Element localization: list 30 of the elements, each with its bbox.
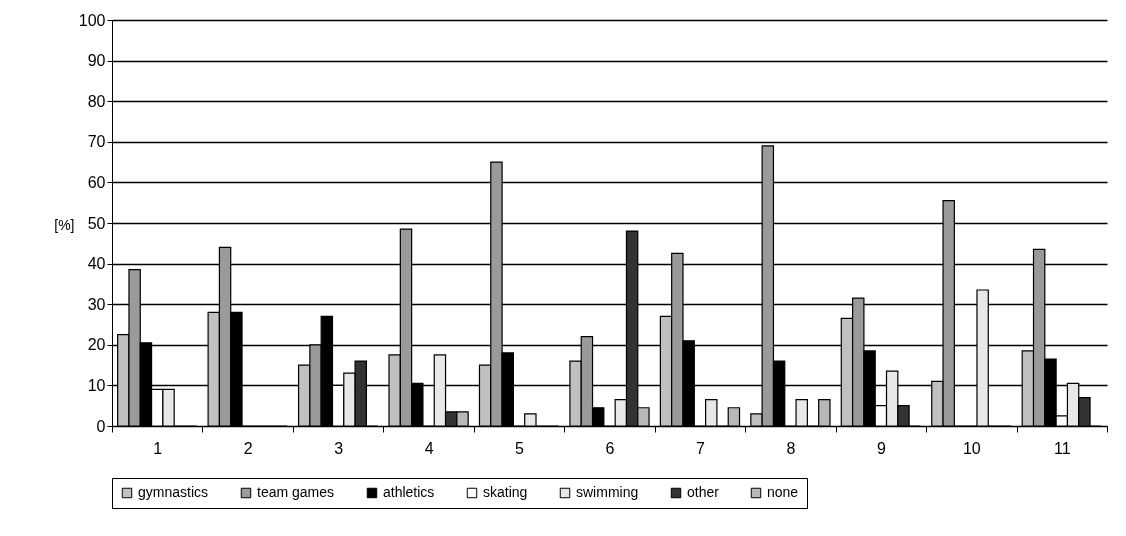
- x-tick-label: 11: [1053, 439, 1071, 457]
- legend-label: athletics: [383, 484, 435, 500]
- legend-label: gymnastics: [138, 484, 209, 500]
- legend-label: skating: [483, 484, 528, 500]
- x-tick-label: 7: [696, 439, 705, 457]
- x-tick-label: 9: [876, 439, 886, 457]
- y-tick-label: 20: [87, 336, 106, 354]
- y-tick-label: 10: [87, 376, 106, 394]
- y-tick-label: 40: [87, 255, 106, 273]
- y-tick-label: 80: [87, 92, 106, 110]
- x-tick-label: 8: [786, 439, 796, 457]
- legend-label: other: [687, 484, 720, 500]
- y-tick-label: 50: [87, 214, 106, 232]
- y-tick-label: 0: [96, 417, 106, 435]
- y-tick-label: 70: [87, 133, 106, 151]
- y-axis-title: [%]: [54, 216, 75, 233]
- y-tick-label: 60: [87, 173, 106, 191]
- x-tick-label: 5: [515, 439, 525, 457]
- legend-label: team games: [257, 484, 335, 500]
- y-tick-label: 30: [87, 295, 106, 313]
- x-tick-label: 10: [962, 439, 981, 457]
- x-tick-label: 3: [334, 439, 344, 457]
- x-tick-label: 4: [424, 439, 434, 457]
- y-tick-label: 100: [78, 11, 106, 29]
- legend-label: swimming: [576, 484, 639, 500]
- legend-label: none: [767, 484, 799, 500]
- x-tick-label: 2: [243, 439, 253, 457]
- y-tick-label: 90: [87, 52, 106, 70]
- x-tick-label: 1: [153, 439, 163, 457]
- x-tick-label: 6: [605, 439, 615, 457]
